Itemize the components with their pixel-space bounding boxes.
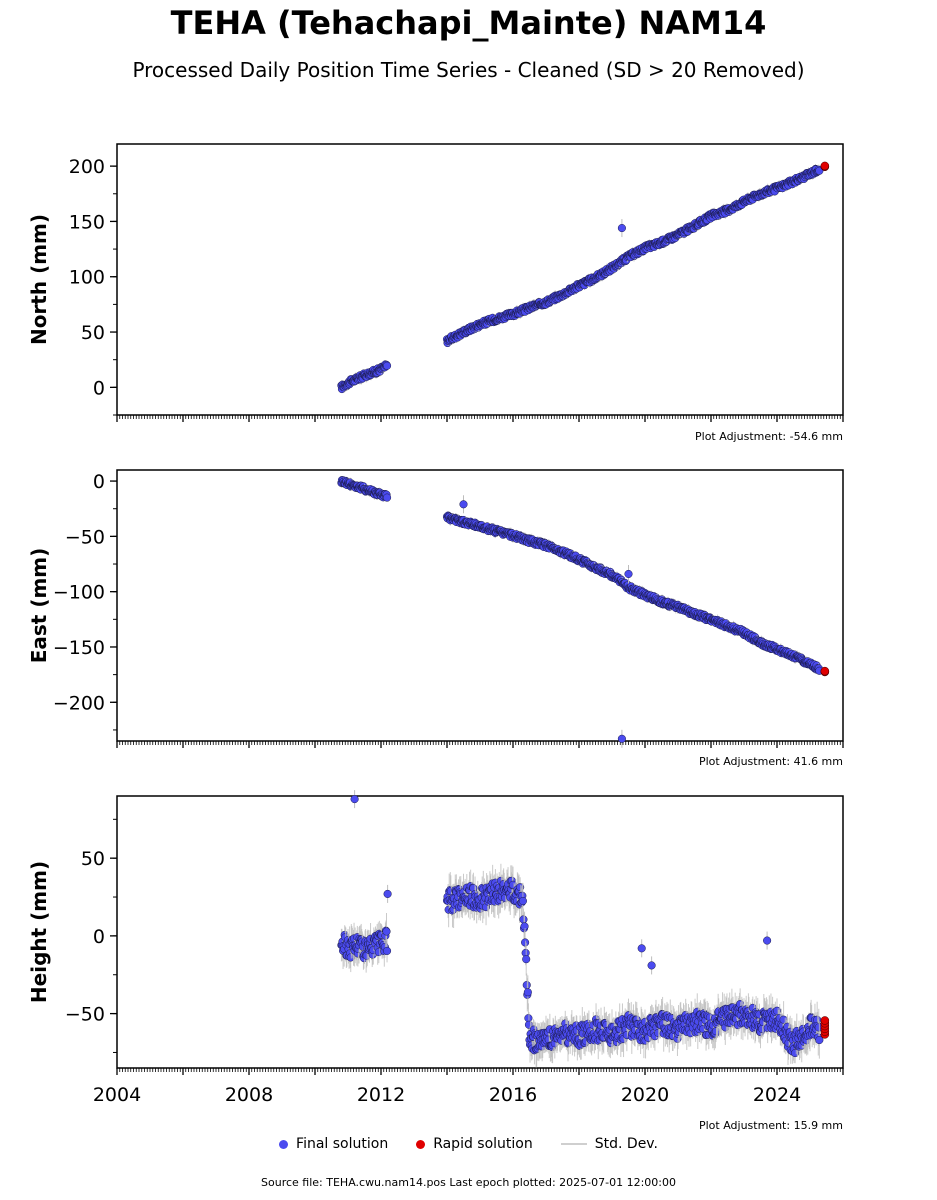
y-tick-label: 50: [81, 322, 105, 344]
outlier-point: [459, 500, 468, 509]
rapid-point: [820, 666, 830, 676]
y-tick-label: 0: [93, 377, 105, 399]
final-point: [382, 927, 391, 936]
final-point: [522, 980, 531, 990]
y-tick-label: 50: [81, 848, 105, 870]
x-tick-label: 2016: [489, 1084, 537, 1106]
y-tick-label: 150: [69, 211, 105, 233]
y-tick-label: −50: [65, 526, 105, 548]
plot-adjustment-label: Plot Adjustment: 41.6 mm: [699, 755, 843, 768]
plot-frame: [116, 143, 844, 416]
x-tick-label: 2004: [93, 1084, 141, 1106]
x-tick-label: 2024: [753, 1084, 801, 1106]
outlier-point: [617, 224, 626, 233]
outlier-point: [617, 734, 626, 743]
y-tick-label: −200: [53, 692, 105, 714]
final-point: [383, 361, 392, 370]
y-axis-label: Height (mm): [27, 861, 51, 1003]
x-tick-label: 2012: [357, 1084, 405, 1106]
final-point: [383, 493, 392, 502]
final-point: [520, 922, 529, 931]
y-tick-label: −50: [65, 1004, 105, 1026]
y-tick-label: 0: [93, 471, 105, 493]
rapid-point: [820, 161, 830, 171]
x-tick-label: 2020: [621, 1084, 669, 1106]
chart-title: TEHA (Tehachapi_Mainte) NAM14: [170, 4, 767, 42]
y-tick-label: 100: [69, 267, 105, 289]
y-tick-label: −150: [53, 637, 105, 659]
final-point: [518, 896, 527, 906]
y-axis-label: East (mm): [27, 548, 51, 664]
outlier-point: [624, 569, 633, 579]
y-axis-label: North (mm): [27, 214, 51, 345]
y-tick-label: 0: [93, 926, 105, 948]
plot-adjustment-label: Plot Adjustment: -54.6 mm: [695, 430, 843, 443]
chart-subtitle: Processed Daily Position Time Series - C…: [132, 58, 805, 82]
y-tick-label: 200: [69, 156, 105, 178]
y-tick-label: −100: [53, 582, 105, 604]
x-tick-label: 2008: [225, 1084, 273, 1106]
final-point: [519, 915, 528, 924]
final-point: [521, 938, 530, 947]
plot-adjustment-label: Plot Adjustment: 15.9 mm: [699, 1119, 843, 1132]
plot-frame: [116, 469, 844, 742]
final-point: [523, 988, 532, 997]
final-point: [383, 946, 392, 955]
final-point: [522, 955, 531, 964]
